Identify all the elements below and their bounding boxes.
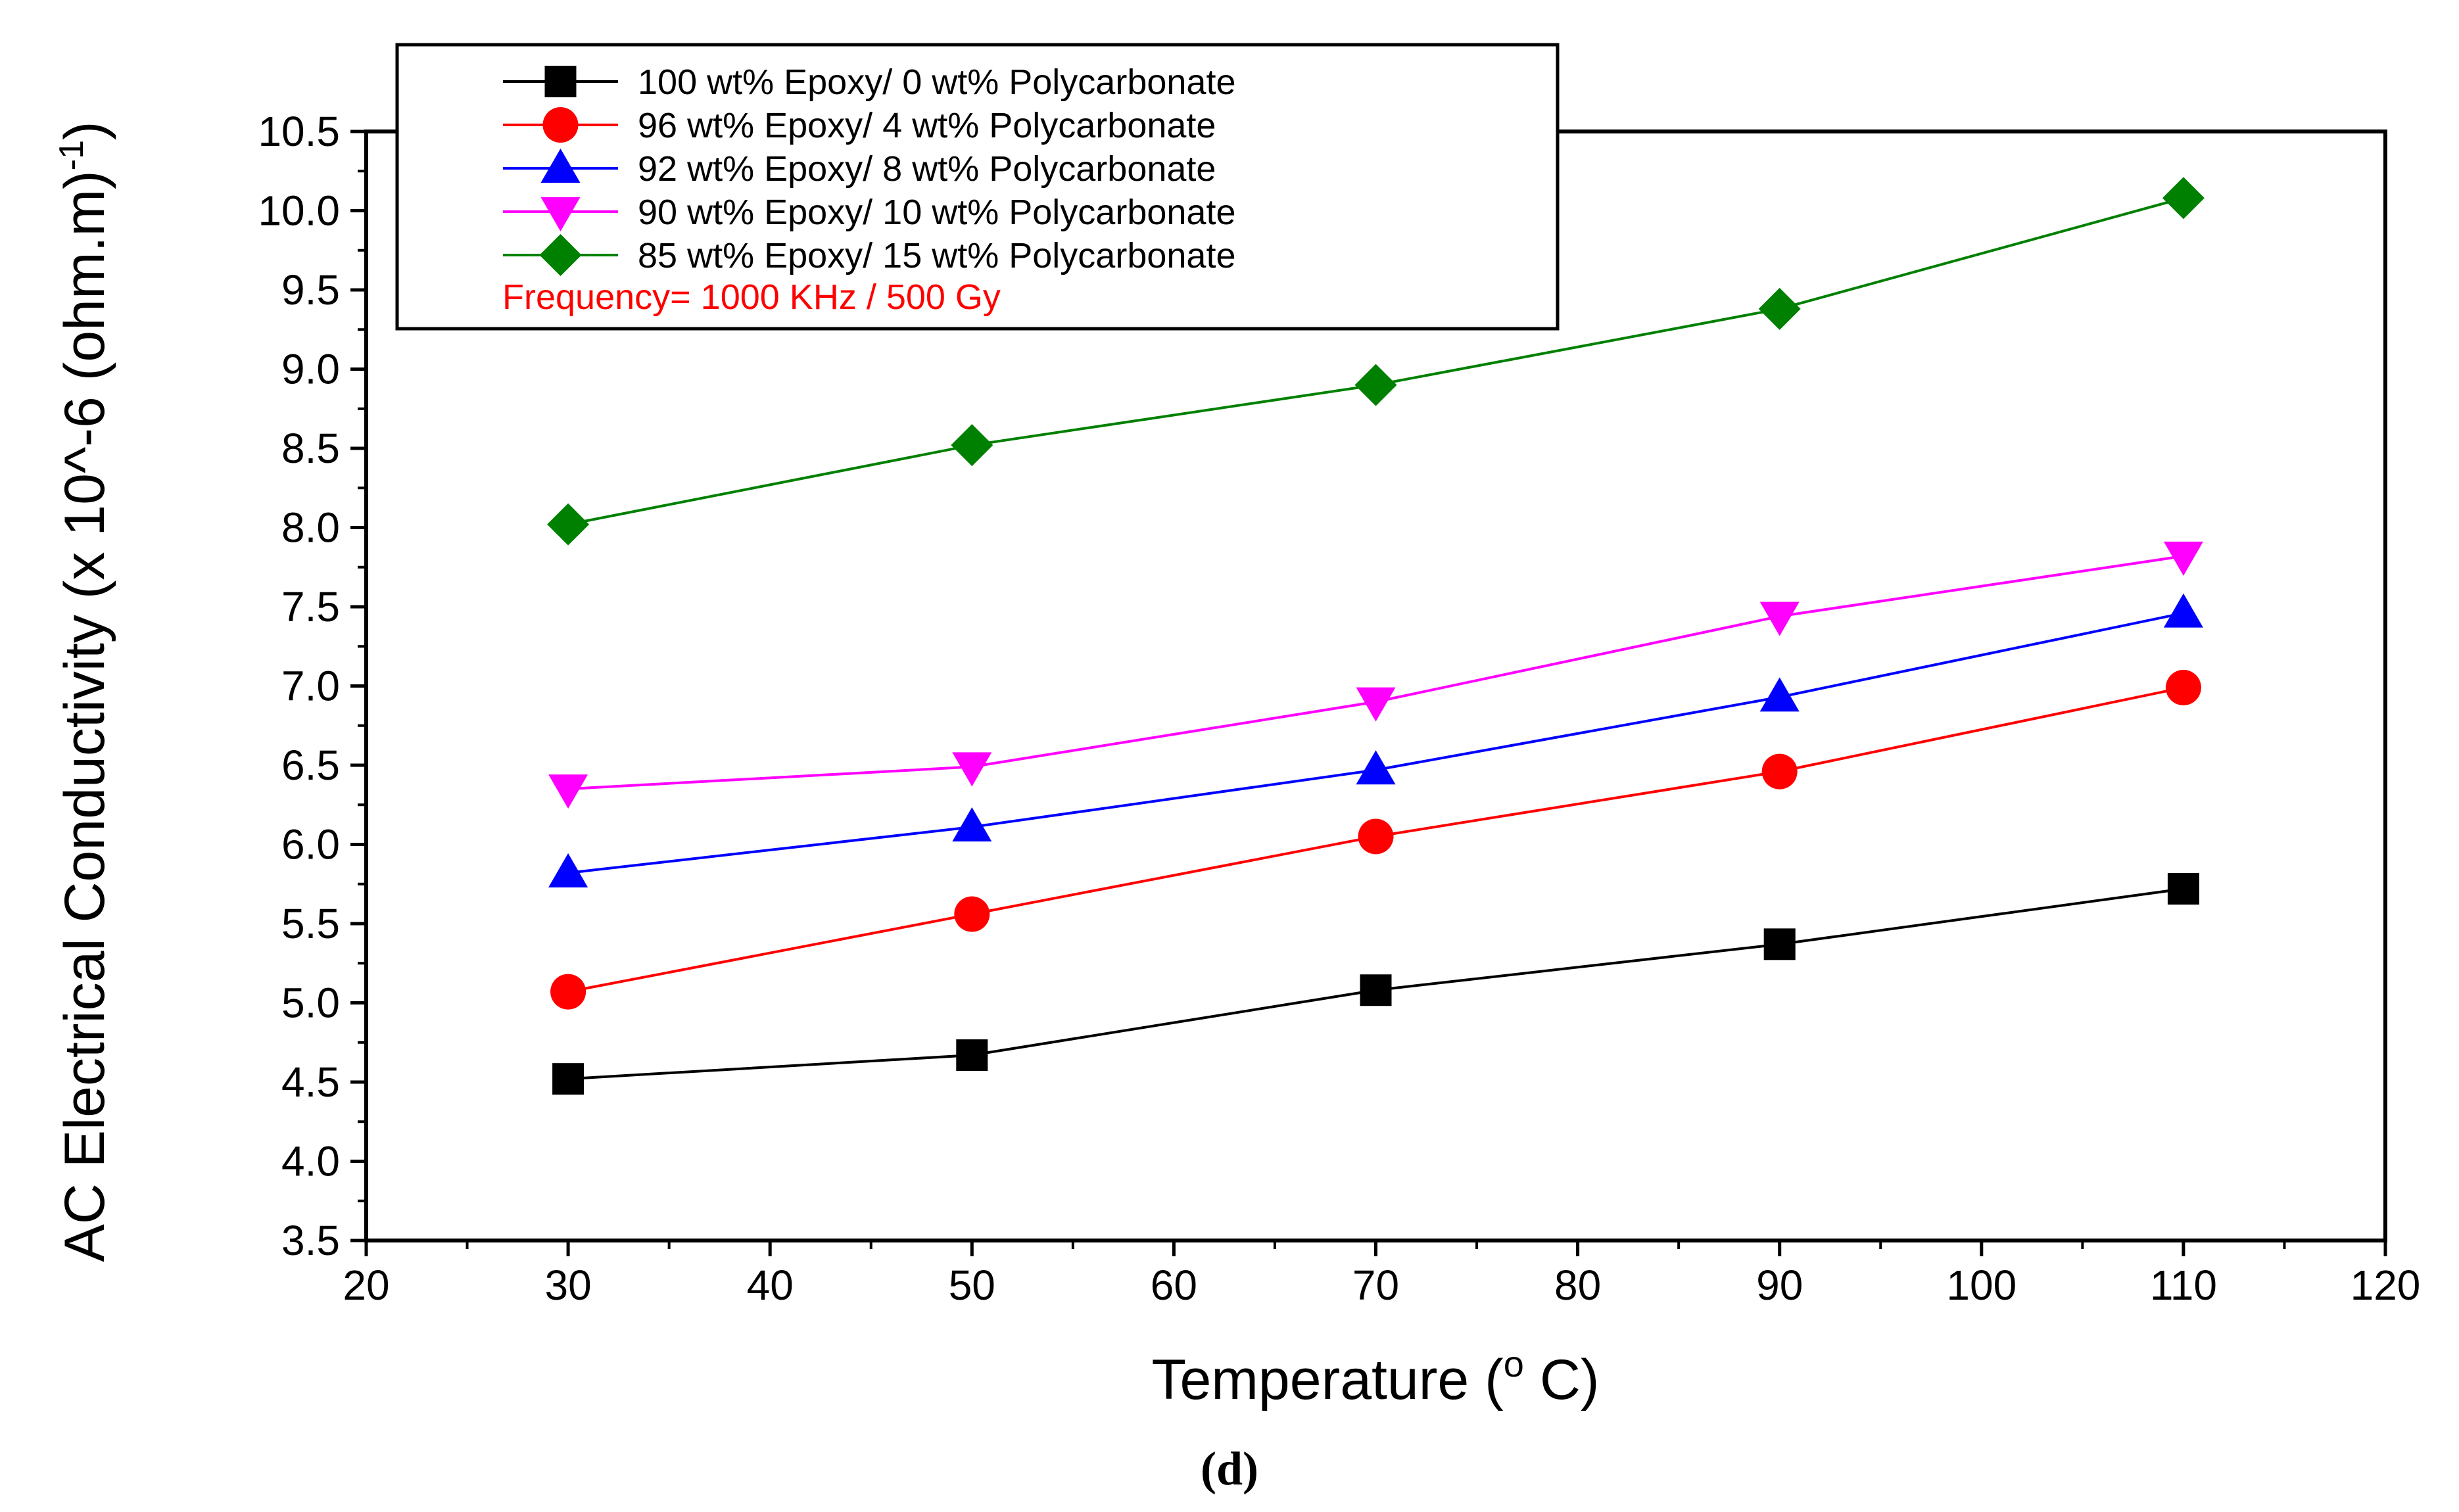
- x-axis-title-main: Temperature (: [1151, 1348, 1504, 1411]
- legend-label: 96 wt% Epoxy/ 4 wt% Polycarbonate: [638, 106, 1216, 145]
- data-point: [952, 807, 992, 841]
- legend-marker: [539, 234, 582, 276]
- legend-items: 100 wt% Epoxy/ 0 wt% Polycarbonate 96 wt%…: [503, 62, 1235, 276]
- series-5: [547, 177, 2205, 546]
- legend: 100 wt% Epoxy/ 0 wt% Polycarbonate 96 wt%…: [395, 43, 1560, 331]
- y-tick-label: 4.5: [281, 1058, 340, 1106]
- x-axis-title-end: C): [1524, 1348, 1600, 1411]
- legend-item: 90 wt% Epoxy/ 10 wt% Polycarbonate: [503, 193, 1235, 232]
- y-axis-ticks: 3.5 4.0 4.5 5.0 5.5 6.0 6.5 7.0 7.5 8.0 8.5 9.0 9.5 1…: [258, 108, 366, 1264]
- x-tick-label: 90: [1756, 1262, 1803, 1309]
- y-tick-label: 6.0: [281, 821, 340, 868]
- data-point: [1354, 364, 1397, 406]
- y-tick-label: 4.0: [281, 1138, 340, 1185]
- x-axis-title-sup: o: [1504, 1343, 1524, 1384]
- legend-label: 85 wt% Epoxy/ 15 wt% Polycarbonate: [638, 236, 1235, 275]
- x-tick-label: 30: [545, 1262, 592, 1309]
- y-tick-label: 8.0: [281, 504, 340, 552]
- y-tick-label: 3.5: [281, 1217, 340, 1264]
- series-2: [550, 669, 2201, 1010]
- x-axis-ticks: 20 30 40 50 60 70 80 90 100 110 120: [343, 1240, 2420, 1309]
- y-tick-label: 9.0: [281, 346, 340, 393]
- y-tick-label: 7.5: [281, 583, 340, 630]
- x-tick-label: 110: [2150, 1262, 2217, 1309]
- data-point: [552, 1063, 585, 1095]
- x-tick-label: 120: [2351, 1262, 2421, 1309]
- data-point: [1356, 750, 1396, 785]
- series-1: [552, 872, 2199, 1095]
- legend-marker: [540, 149, 581, 183]
- legend-item: 85 wt% Epoxy/ 15 wt% Polycarbonate: [503, 234, 1235, 276]
- series-4: [548, 541, 2203, 809]
- data-point: [1358, 818, 1394, 855]
- x-tick-label: 50: [949, 1262, 995, 1309]
- data-point: [1758, 287, 1801, 330]
- y-tick-label: 8.5: [281, 425, 340, 472]
- legend-marker: [542, 107, 579, 143]
- y-tick-label: 10.5: [258, 108, 340, 155]
- data-point: [2162, 177, 2205, 220]
- data-point: [1360, 974, 1392, 1006]
- data-point: [1761, 753, 1798, 790]
- data-point: [547, 503, 590, 546]
- y-axis-title-sup: -1: [53, 140, 91, 170]
- data-point: [2163, 541, 2203, 576]
- series-3: [548, 593, 2203, 887]
- legend-label: 92 wt% Epoxy/ 8 wt% Polycarbonate: [638, 149, 1216, 189]
- x-tick-label: 100: [1946, 1262, 2017, 1309]
- data-point: [1356, 687, 1396, 722]
- legend-note: Frequency= 1000 KHz / 500 Gy: [502, 277, 1001, 317]
- legend-item: 92 wt% Epoxy/ 8 wt% Polycarbonate: [503, 149, 1216, 189]
- y-tick-label: 5.5: [281, 900, 340, 947]
- data-point: [954, 896, 990, 932]
- data-point: [951, 424, 993, 467]
- data-point: [956, 1039, 988, 1072]
- y-axis-title-main: AC Electrical Conductivity (x 10^-6 (ohm…: [53, 170, 116, 1262]
- x-tick-label: 60: [1151, 1262, 1197, 1309]
- data-point: [550, 974, 586, 1010]
- legend-marker: [544, 66, 577, 97]
- x-tick-label: 20: [343, 1262, 389, 1309]
- legend-box: [395, 43, 1560, 331]
- legend-label: 100 wt% Epoxy/ 0 wt% Polycarbonate: [638, 62, 1235, 102]
- legend-item: 96 wt% Epoxy/ 4 wt% Polycarbonate: [503, 106, 1216, 145]
- figure-caption: (d): [1201, 1442, 1258, 1495]
- legend-marker: [540, 197, 581, 231]
- y-axis-title: AC Electrical Conductivity (x 10^-6 (ohm…: [53, 121, 116, 1262]
- x-tick-label: 70: [1352, 1262, 1399, 1309]
- data-point: [548, 774, 588, 809]
- y-axis-title-end: ): [53, 121, 116, 140]
- y-tick-label: 6.5: [281, 742, 340, 789]
- data-point: [2165, 669, 2201, 705]
- x-tick-label: 40: [747, 1262, 794, 1309]
- data-point: [1759, 602, 1800, 636]
- x-axis-title: Temperature (o C): [1151, 1343, 1599, 1411]
- y-tick-label: 5.0: [281, 980, 340, 1027]
- legend-label: 90 wt% Epoxy/ 10 wt% Polycarbonate: [638, 193, 1235, 232]
- x-tick-label: 80: [1554, 1262, 1601, 1309]
- y-tick-label: 7.0: [281, 663, 340, 710]
- data-point: [952, 752, 992, 787]
- data-point: [1763, 928, 1796, 960]
- legend-item: 100 wt% Epoxy/ 0 wt% Polycarbonate: [503, 62, 1235, 102]
- data-point: [548, 853, 588, 887]
- series-layer: [547, 177, 2205, 1095]
- data-point: [2163, 593, 2203, 628]
- y-tick-label: 9.5: [281, 266, 340, 314]
- data-point: [1759, 677, 1800, 712]
- y-tick-label: 10.0: [258, 187, 340, 235]
- data-point: [2167, 872, 2199, 905]
